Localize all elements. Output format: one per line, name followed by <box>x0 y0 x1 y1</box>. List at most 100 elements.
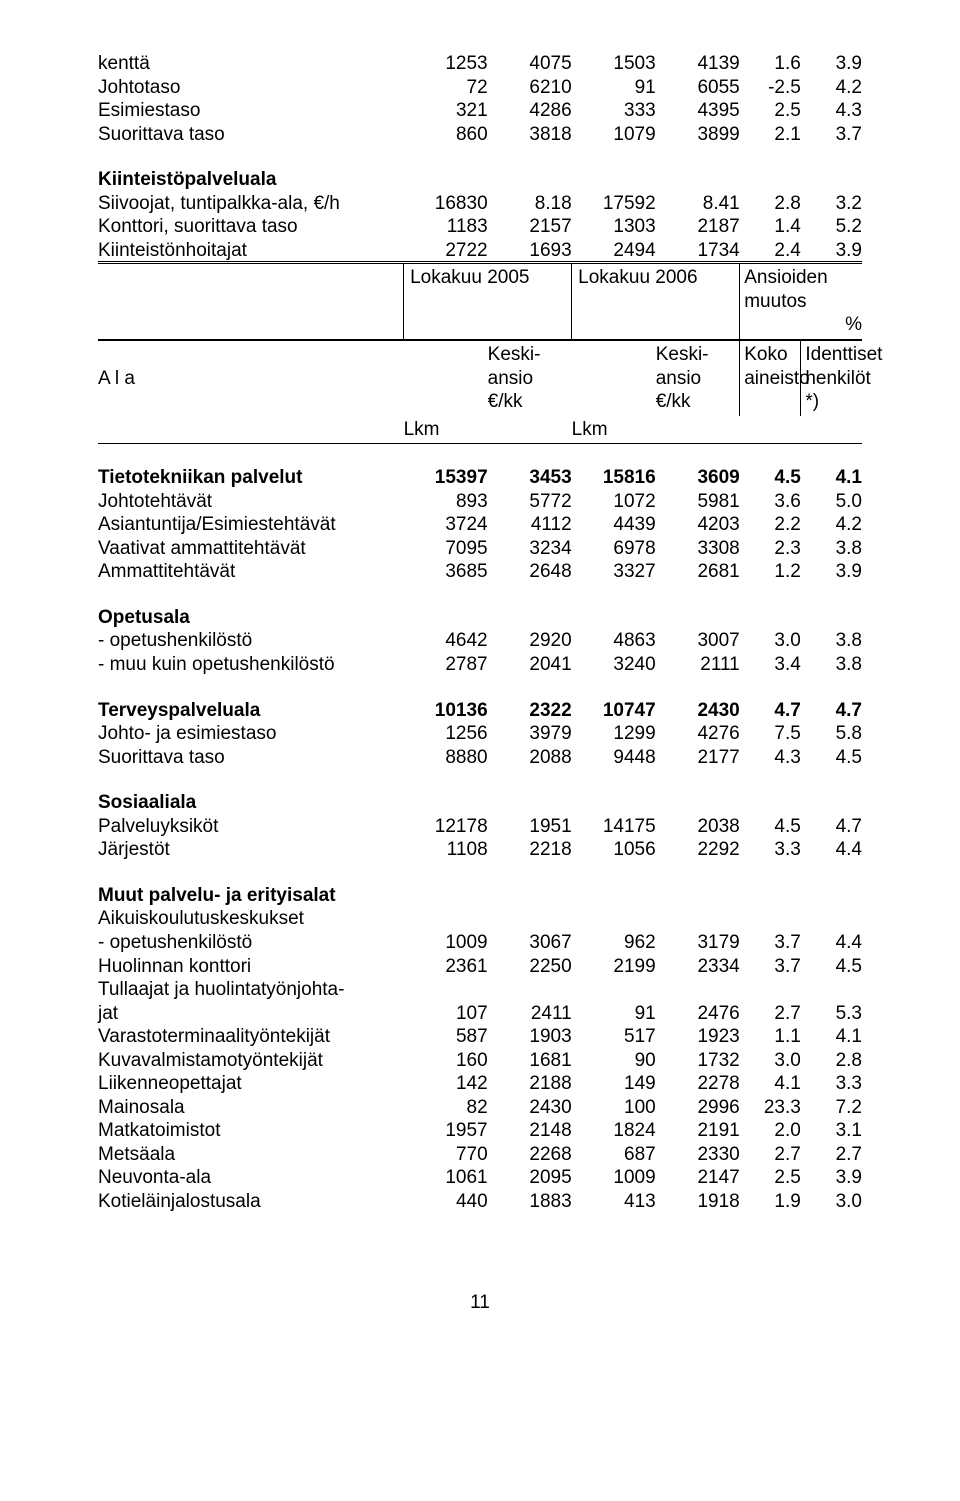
table-row: Palveluyksiköt1217819511417520384.54.7 <box>98 815 862 839</box>
hdr-koko: Kokoaineisto <box>740 341 801 416</box>
row-value: 1183 <box>404 215 488 239</box>
row-value: 2.2 <box>740 513 801 537</box>
table-row: Mainosala822430100299623.37.2 <box>98 1096 862 1120</box>
row-value <box>404 606 488 630</box>
row-value: 962 <box>572 931 656 955</box>
row-value: 4.1 <box>801 1025 862 1049</box>
row-value: 107 <box>404 1002 488 1026</box>
row-label: - opetushenkilöstö <box>98 931 404 955</box>
row-label: Aikuiskoulutuskeskukset <box>98 907 404 931</box>
row-label: Neuvonta-ala <box>98 1166 404 1190</box>
row-value: 4.7 <box>801 815 862 839</box>
page-number: 11 <box>98 1292 862 1314</box>
table-row: Johtotehtävät8935772107259813.65.0 <box>98 490 862 514</box>
table-row: Tietotekniikan palvelut15397345315816360… <box>98 466 862 490</box>
row-value <box>404 168 488 192</box>
row-value <box>488 907 572 931</box>
row-value: 2250 <box>488 955 572 979</box>
row-value: 2191 <box>656 1119 740 1143</box>
top-table: kenttä12534075150341391.63.9Johtotaso726… <box>98 52 862 262</box>
row-value: 2038 <box>656 815 740 839</box>
table-row: Terveyspalveluala1013623221074724304.74.… <box>98 699 862 723</box>
row-value: 1.9 <box>740 1190 801 1214</box>
row-value: 2147 <box>656 1166 740 1190</box>
row-value: 5.2 <box>801 215 862 239</box>
row-value: 1303 <box>572 215 656 239</box>
row-value: 2322 <box>488 699 572 723</box>
row-value: 587 <box>404 1025 488 1049</box>
row-value <box>656 978 740 1002</box>
row-value: 3.7 <box>801 123 862 147</box>
row-value: 2722 <box>404 239 488 263</box>
table-row: Kiinteistöpalveluala <box>98 168 862 192</box>
row-value <box>488 884 572 908</box>
table-row: Opetusala <box>98 606 862 630</box>
row-value: 2787 <box>404 653 488 677</box>
table-subheader: A l a Keski-ansio€/kk Keski-ansio€/kk Ko… <box>98 340 862 444</box>
row-value: 5.0 <box>801 490 862 514</box>
row-value: 893 <box>404 490 488 514</box>
row-value: 2188 <box>488 1072 572 1096</box>
row-value <box>572 791 656 815</box>
row-value: 1009 <box>404 931 488 955</box>
row-value: 91 <box>572 1002 656 1026</box>
row-value: 8.41 <box>656 192 740 216</box>
row-value: 1072 <box>572 490 656 514</box>
row-value: 1256 <box>404 722 488 746</box>
row-value: 1824 <box>572 1119 656 1143</box>
row-label: Matkatoimistot <box>98 1119 404 1143</box>
row-value: 2.3 <box>740 537 801 561</box>
row-label: Suorittava taso <box>98 123 404 147</box>
table-row: - opetushenkilöstö1009306796231793.74.4 <box>98 931 862 955</box>
row-value: 1693 <box>488 239 572 263</box>
row-value: 2157 <box>488 215 572 239</box>
table-row: Varastoterminaalityöntekijät587190351719… <box>98 1025 862 1049</box>
row-value: 2430 <box>656 699 740 723</box>
row-value: 860 <box>404 123 488 147</box>
row-value: 1.1 <box>740 1025 801 1049</box>
row-value: 4.5 <box>801 955 862 979</box>
table-row: Tullaajat ja huolintatyönjohta- <box>98 978 862 1002</box>
row-value: 2.8 <box>801 1049 862 1073</box>
row-value: 4.3 <box>801 99 862 123</box>
row-value: 160 <box>404 1049 488 1073</box>
row-value: 2268 <box>488 1143 572 1167</box>
row-label: Liikenneopettajat <box>98 1072 404 1096</box>
row-value: 2199 <box>572 955 656 979</box>
row-value: 3979 <box>488 722 572 746</box>
row-value: 2430 <box>488 1096 572 1120</box>
row-value <box>740 884 801 908</box>
row-value: 1.4 <box>740 215 801 239</box>
row-value: 3308 <box>656 537 740 561</box>
row-value: 149 <box>572 1072 656 1096</box>
row-value: 2.8 <box>740 192 801 216</box>
row-value <box>740 168 801 192</box>
row-label: kenttä <box>98 52 404 76</box>
row-label: Terveyspalveluala <box>98 699 404 723</box>
row-value: 23.3 <box>740 1096 801 1120</box>
row-value: 4.5 <box>740 466 801 490</box>
table-row: Kotieläinjalostusala440188341319181.93.0 <box>98 1190 862 1214</box>
row-label: Johto- ja esimiestaso <box>98 722 404 746</box>
row-value: 3.0 <box>740 1049 801 1073</box>
row-value: 2681 <box>656 560 740 584</box>
hdr-lokakuu-2005: Lokakuu 2005 <box>404 263 572 340</box>
row-value: 333 <box>572 99 656 123</box>
row-value: 3.3 <box>801 1072 862 1096</box>
row-value: 2111 <box>656 653 740 677</box>
row-value: 2.7 <box>801 1143 862 1167</box>
row-value: 1951 <box>488 815 572 839</box>
row-label: Kiinteistöpalveluala <box>98 168 404 192</box>
row-value: 2.0 <box>740 1119 801 1143</box>
hdr-lokakuu-2006: Lokakuu 2006 <box>572 263 740 340</box>
row-value: 2334 <box>656 955 740 979</box>
row-label: Järjestöt <box>98 838 404 862</box>
row-label: Metsäala <box>98 1143 404 1167</box>
row-value: 3327 <box>572 560 656 584</box>
row-value: 2494 <box>572 239 656 263</box>
hdr-lkm-2: Lkm <box>572 416 656 444</box>
row-value: 687 <box>572 1143 656 1167</box>
row-value: 4286 <box>488 99 572 123</box>
row-value: 3067 <box>488 931 572 955</box>
table-row: - opetushenkilöstö46422920486330073.03.8 <box>98 629 862 653</box>
